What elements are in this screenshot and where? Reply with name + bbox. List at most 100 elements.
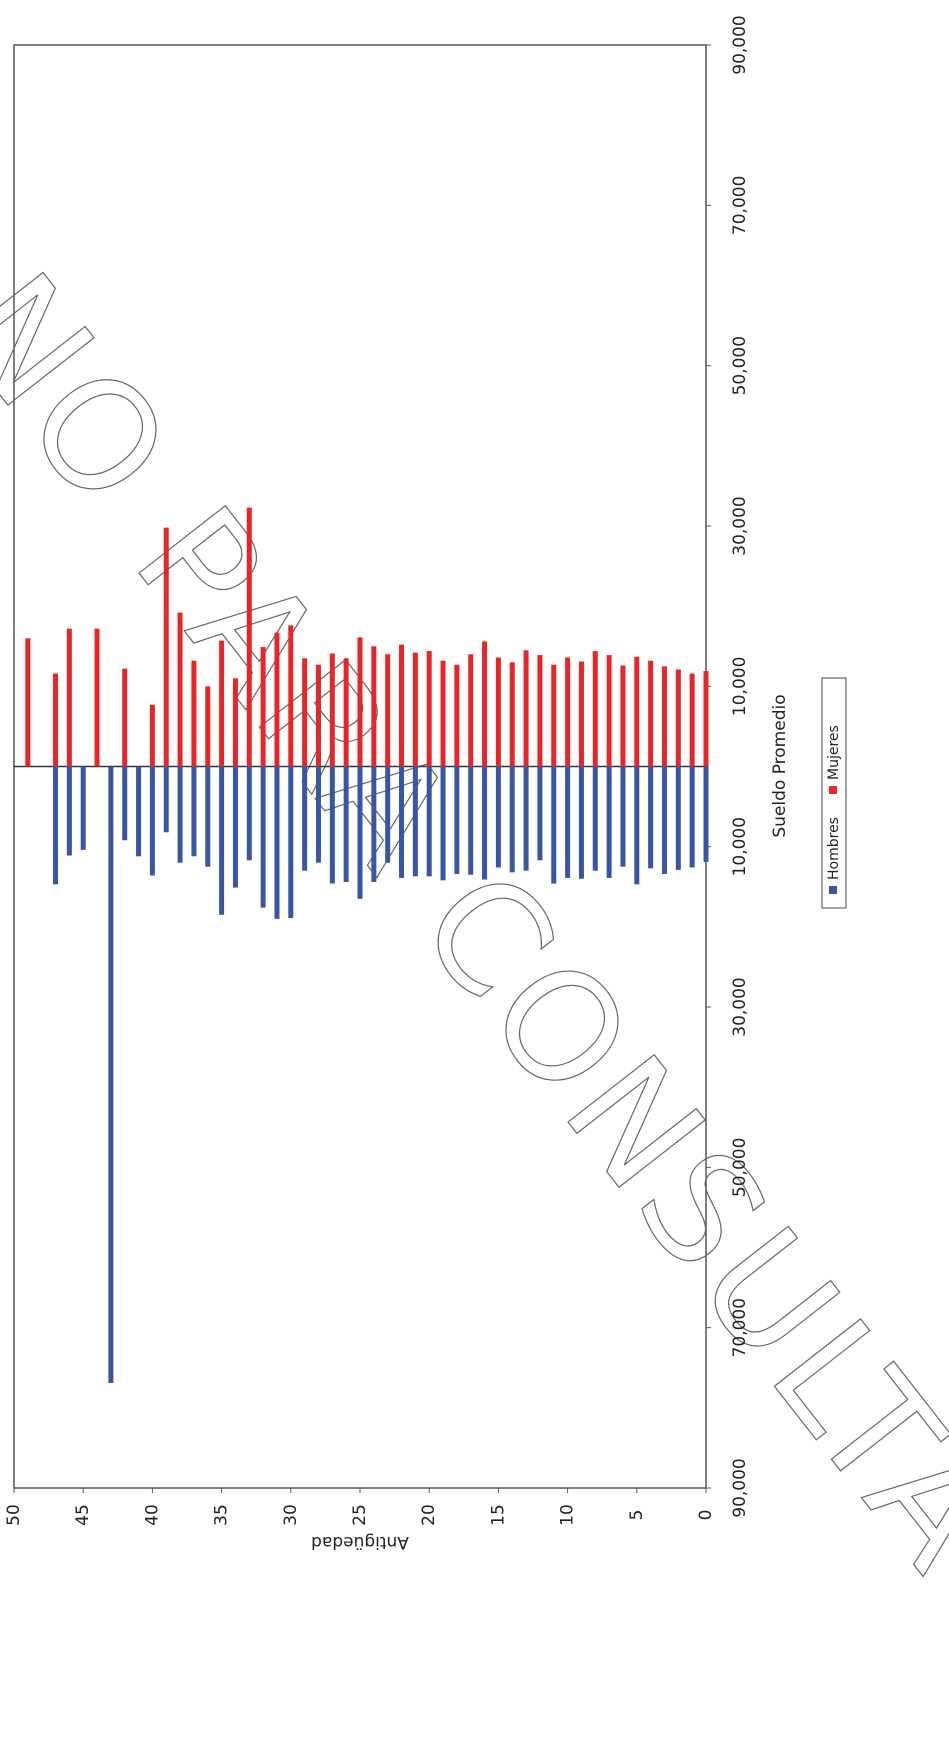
bar bbox=[495, 657, 501, 767]
bar bbox=[315, 766, 321, 863]
y-tick-label: 90,000 bbox=[730, 15, 750, 74]
bar bbox=[399, 766, 405, 878]
bar bbox=[288, 766, 294, 919]
x-tick-label: 20 bbox=[419, 1504, 439, 1526]
bar bbox=[578, 766, 584, 879]
bar bbox=[260, 647, 266, 767]
bar bbox=[634, 656, 640, 767]
bar bbox=[246, 507, 252, 767]
bar bbox=[205, 766, 211, 867]
bar bbox=[274, 766, 280, 919]
bar bbox=[551, 664, 557, 767]
y-tick-label: 70,000 bbox=[730, 1298, 750, 1357]
bar bbox=[592, 651, 598, 767]
bar bbox=[399, 644, 405, 767]
bar bbox=[219, 766, 225, 915]
bar bbox=[343, 658, 349, 767]
bar bbox=[260, 766, 266, 908]
legend-swatch bbox=[829, 886, 837, 894]
x-axis-title: Antigüedad bbox=[311, 1532, 409, 1552]
x-tick-label: 5 bbox=[627, 1510, 647, 1521]
bar bbox=[219, 640, 225, 767]
bar bbox=[122, 766, 128, 841]
bar bbox=[53, 673, 59, 767]
legend-box bbox=[821, 677, 847, 909]
bar bbox=[80, 766, 86, 850]
bar bbox=[343, 766, 349, 882]
x-tick-label: 40 bbox=[142, 1504, 162, 1526]
bar bbox=[468, 654, 474, 767]
bar bbox=[426, 766, 432, 877]
bar bbox=[620, 665, 626, 767]
bar bbox=[495, 766, 501, 868]
bar bbox=[454, 664, 460, 767]
bar bbox=[675, 669, 681, 767]
bar bbox=[509, 766, 515, 873]
bar bbox=[149, 766, 155, 876]
bar bbox=[412, 652, 418, 767]
y-tick-label: 70,000 bbox=[730, 176, 750, 235]
bar bbox=[163, 766, 169, 833]
bar bbox=[274, 632, 280, 767]
bar bbox=[177, 766, 183, 863]
bar bbox=[523, 766, 529, 871]
bar bbox=[537, 655, 543, 767]
bar bbox=[689, 766, 695, 868]
bar bbox=[177, 612, 183, 767]
bar bbox=[703, 766, 709, 862]
bar bbox=[232, 766, 238, 888]
bar bbox=[108, 766, 114, 1383]
bar bbox=[246, 766, 252, 861]
y-tick-label: 50,000 bbox=[730, 336, 750, 395]
bar bbox=[592, 766, 598, 871]
bar bbox=[468, 766, 474, 875]
x-tick-label: 15 bbox=[488, 1504, 508, 1526]
bar bbox=[482, 641, 488, 767]
y-axis-title: Sueldo Promedio bbox=[770, 694, 790, 837]
bar bbox=[66, 628, 72, 767]
y-tick-label: 30,000 bbox=[730, 496, 750, 555]
bar bbox=[163, 527, 169, 767]
bar bbox=[412, 766, 418, 877]
bar bbox=[551, 766, 557, 884]
y-tick-label: 30,000 bbox=[730, 977, 750, 1036]
bar bbox=[149, 704, 155, 767]
bar bbox=[315, 664, 321, 767]
bar bbox=[565, 766, 571, 878]
y-tick-label: 10,000 bbox=[730, 657, 750, 716]
bar bbox=[357, 637, 363, 767]
bar bbox=[620, 766, 626, 867]
legend-label: Hombres bbox=[826, 817, 842, 880]
legend-label: Mujeres bbox=[826, 725, 842, 780]
bar bbox=[371, 766, 377, 882]
bar bbox=[25, 638, 31, 767]
bar bbox=[232, 678, 238, 767]
bar bbox=[648, 766, 654, 869]
bar bbox=[440, 766, 446, 881]
x-tick-label: 35 bbox=[212, 1504, 232, 1526]
bar bbox=[385, 654, 391, 767]
bar bbox=[578, 661, 584, 767]
bar bbox=[357, 766, 363, 899]
bar bbox=[122, 668, 128, 767]
bar bbox=[385, 766, 391, 863]
x-tick-label: 30 bbox=[281, 1504, 301, 1526]
bar bbox=[426, 651, 432, 767]
bar bbox=[191, 766, 197, 857]
bar bbox=[205, 686, 211, 767]
legend-swatch bbox=[829, 786, 837, 794]
bar bbox=[440, 660, 446, 767]
bar bbox=[509, 662, 515, 767]
x-tick-label: 50 bbox=[4, 1504, 24, 1526]
x-tick-label: 45 bbox=[73, 1504, 93, 1526]
bar bbox=[523, 650, 529, 767]
bar bbox=[606, 655, 612, 767]
y-tick-label: 10,000 bbox=[730, 817, 750, 876]
x-tick-label: 25 bbox=[350, 1504, 370, 1526]
bar bbox=[537, 766, 543, 861]
bar bbox=[689, 673, 695, 767]
bar bbox=[675, 766, 681, 870]
bar bbox=[482, 766, 488, 880]
y-tick-label: 90,000 bbox=[730, 1458, 750, 1517]
